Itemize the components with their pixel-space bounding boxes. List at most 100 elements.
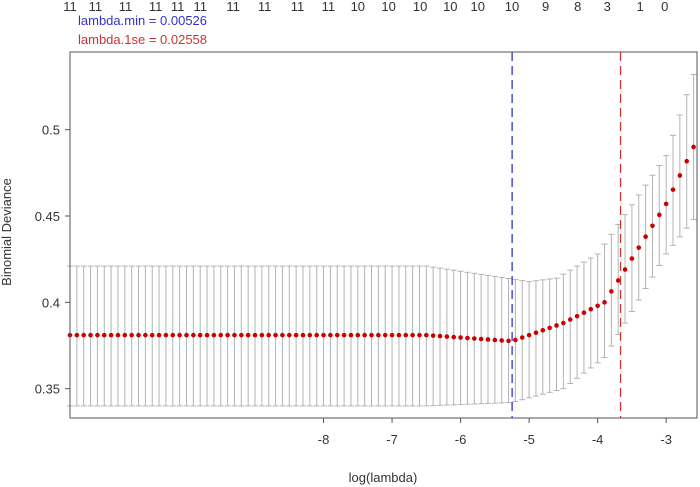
top-axis-label: 10 (470, 0, 484, 14)
data-point (650, 223, 655, 229)
data-point (232, 332, 237, 338)
data-point (424, 332, 429, 338)
top-axis-label: 10 (505, 0, 519, 14)
top-axis-label: 10 (413, 0, 427, 14)
data-point (533, 330, 539, 336)
data-point (81, 332, 87, 338)
data-point (636, 245, 642, 250)
data-point (355, 332, 361, 338)
data-point (369, 332, 374, 338)
data-point (417, 332, 422, 338)
data-point (143, 332, 148, 338)
data-point (293, 332, 299, 338)
data-point (684, 158, 690, 164)
data-point (513, 337, 518, 343)
data-points (67, 144, 696, 344)
data-point (519, 335, 525, 340)
y-tick-label: 0.45 (35, 209, 60, 224)
data-point (245, 332, 251, 338)
x-tick-label: -4 (592, 432, 604, 447)
data-point (663, 201, 669, 207)
data-point (149, 332, 155, 338)
data-point (191, 332, 196, 338)
data-point (643, 234, 648, 240)
data-point (280, 332, 285, 338)
data-point (273, 332, 278, 338)
data-point (362, 332, 367, 338)
data-point (314, 332, 319, 338)
x-tick-label: -5 (523, 432, 535, 447)
data-point (691, 144, 696, 150)
data-point (122, 332, 128, 338)
error-bars (67, 73, 697, 407)
data-point (252, 332, 258, 338)
x-tick-label: -7 (386, 432, 398, 447)
data-point (451, 334, 457, 340)
data-point (403, 332, 409, 338)
top-axis-label: 11 (322, 0, 336, 14)
data-point (376, 332, 381, 338)
data-point (657, 212, 662, 218)
top-axis-label: 11 (119, 0, 133, 14)
data-point (88, 332, 93, 338)
data-point (239, 332, 244, 338)
data-point (567, 317, 573, 322)
data-point (74, 332, 80, 338)
data-point (300, 332, 306, 338)
x-tick-label: -8 (318, 432, 330, 447)
top-axis-label: 11 (291, 0, 305, 14)
data-point (129, 332, 134, 338)
data-point (615, 278, 621, 283)
data-point (177, 332, 182, 338)
data-point (506, 338, 511, 344)
data-point (156, 332, 162, 338)
lambda-1se-annotation: lambda.1se = 0.02558 (78, 32, 207, 47)
data-point (561, 320, 566, 326)
top-axis-label: 1 (637, 0, 644, 14)
data-point (629, 256, 635, 261)
data-point (163, 332, 169, 338)
data-point (197, 332, 203, 338)
data-point (492, 337, 498, 343)
data-point (670, 187, 676, 192)
top-axis-label: 11 (89, 0, 103, 14)
x-axis-title: log(lambda) (349, 470, 418, 485)
data-point (444, 334, 450, 339)
plot-border (69, 51, 698, 419)
data-point (410, 332, 415, 338)
y-tick-label: 0.35 (35, 382, 60, 397)
top-axis-label: 11 (193, 0, 207, 14)
data-point (547, 325, 552, 331)
y-axis: 0.35 0.4 0.45 0.5 (35, 123, 70, 397)
data-point (458, 335, 463, 340)
top-axis-label: 11 (149, 0, 163, 14)
top-axis-label: 11 (258, 0, 272, 14)
data-point (465, 335, 470, 341)
data-point (211, 332, 217, 338)
data-point (115, 332, 121, 338)
data-point (348, 332, 354, 338)
data-point (334, 332, 340, 338)
data-point (595, 303, 600, 309)
data-point (328, 332, 333, 338)
data-point (286, 332, 292, 338)
data-point (259, 332, 265, 338)
data-point (602, 300, 607, 305)
data-point (396, 332, 402, 338)
data-point (485, 337, 491, 342)
data-point (389, 332, 395, 338)
data-point (108, 332, 114, 338)
data-point (526, 332, 532, 338)
data-point (225, 332, 230, 338)
data-point (218, 332, 224, 338)
data-point (540, 327, 546, 333)
data-point (499, 338, 505, 343)
top-axis-label: 3 (604, 0, 611, 14)
top-axis-label: 0 (661, 0, 668, 14)
x-axis: -8 -7 -6 -5 -4 -3 (318, 418, 672, 447)
y-tick-label: 0.4 (42, 295, 60, 310)
data-point (321, 332, 326, 338)
top-axis-label: 10 (381, 0, 395, 14)
data-point (184, 332, 189, 338)
